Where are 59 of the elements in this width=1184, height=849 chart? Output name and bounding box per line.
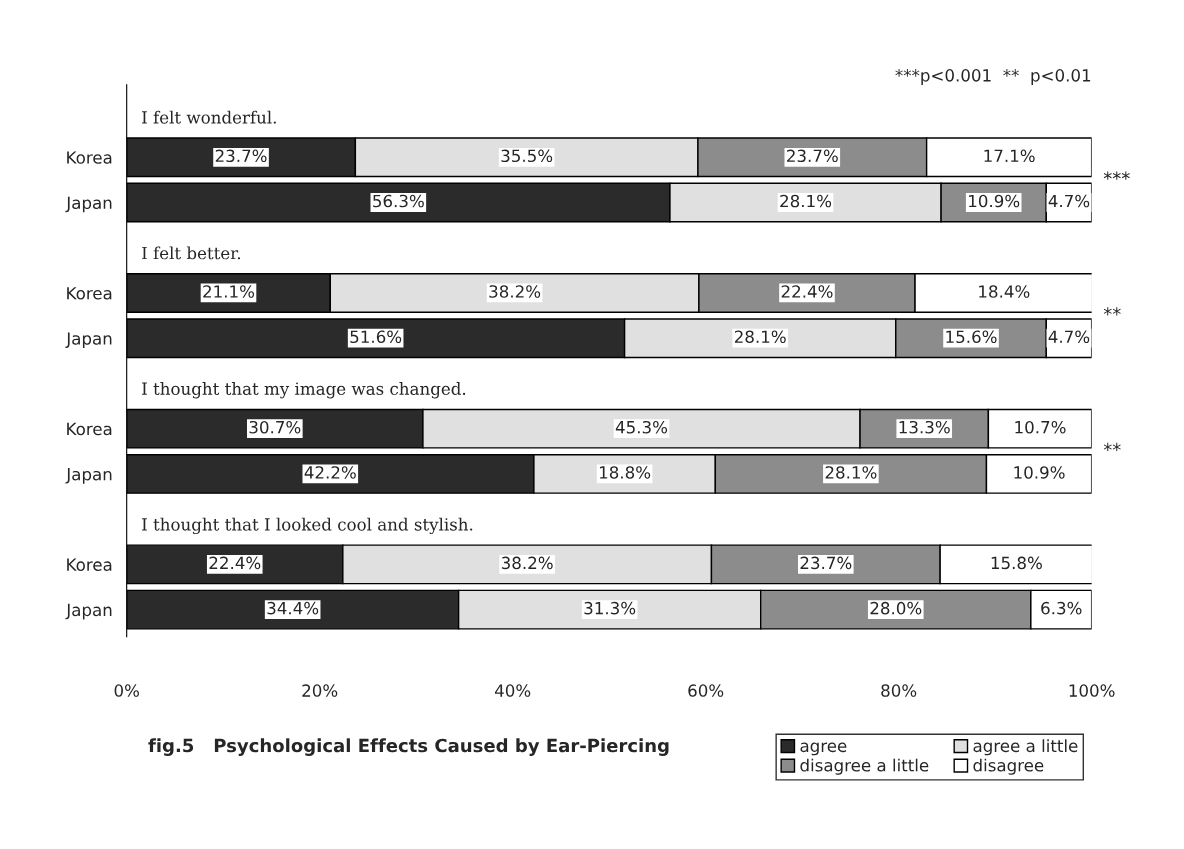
data-label: 30.7%	[249, 420, 301, 434]
x-tick-label: 60%	[688, 684, 724, 697]
data-label: 22.4%	[781, 285, 833, 298]
data-label: 51.6%	[350, 330, 402, 344]
data-label: 34.4%	[267, 601, 319, 615]
data-label: 42.2%	[304, 466, 356, 479]
x-tick-label: 40%	[494, 684, 531, 697]
y-tick-label: Japan	[65, 468, 112, 484]
data-label: 28.1%	[780, 194, 832, 208]
text: **	[1103, 307, 1121, 316]
text: fig.5 Psychological Effects Caused by Ear-Piercing	[148, 738, 669, 756]
legend-label: agree a little	[973, 739, 1078, 756]
data-label: 23.7%	[787, 149, 838, 163]
text: ***	[1103, 171, 1130, 180]
data-label: 10.9%	[969, 194, 1020, 208]
data-label: 4.7%	[1048, 330, 1090, 344]
data-label: 10.7%	[1015, 420, 1066, 434]
y-tick-label: Korea	[67, 422, 112, 436]
annotation: I thought that my image was changed.	[142, 382, 466, 399]
data-label: 15.8%	[991, 556, 1042, 570]
data-label: 38.2%	[489, 285, 541, 298]
legend-label: disagree	[973, 758, 1044, 775]
data-label: 23.7%	[800, 556, 852, 570]
x-tick-label: 100%	[1069, 684, 1115, 697]
annotation: I felt wonderful.	[142, 110, 276, 124]
data-label: 45.3%	[615, 420, 668, 434]
data-label: 22.4%	[209, 556, 261, 570]
y-tick-label: Japan	[65, 332, 112, 349]
data-label: 28.0%	[870, 601, 922, 615]
data-label: 17.1%	[984, 149, 1035, 163]
text: **	[1103, 442, 1121, 452]
x-tick-label: 80%	[881, 684, 917, 697]
y-tick-label: Korea	[67, 151, 112, 164]
data-label: 31.3%	[584, 601, 636, 615]
data-label: 28.1%	[734, 330, 786, 344]
legend-label: disagree a little	[800, 758, 929, 775]
legend-label: agree	[800, 742, 847, 756]
y-tick-label: Korea	[67, 287, 112, 300]
annotation: I thought that I looked cool and stylish.	[142, 517, 473, 535]
y-tick-label: Japan	[65, 603, 112, 620]
data-label: 38.2%	[501, 556, 553, 570]
data-label: 18.8%	[599, 466, 651, 479]
x-tick-label: 0%	[114, 684, 139, 697]
annotation: ***p<0.001 ** p<0.01	[895, 69, 1091, 85]
y-tick-label: Korea	[67, 558, 112, 571]
data-label: 35.5%	[501, 149, 553, 163]
data-label: 15.6%	[946, 330, 997, 344]
data-label: 13.3%	[899, 420, 950, 434]
y-tick-label: Japan	[65, 196, 112, 213]
data-label: 21.1%	[203, 285, 255, 298]
annotation: I felt better.	[142, 246, 241, 260]
x-tick-label: 20%	[302, 684, 338, 697]
data-label: 6.3%	[1041, 601, 1082, 615]
data-label: 28.1%	[825, 466, 877, 479]
data-label: 56.3%	[373, 194, 424, 208]
data-label: 10.9%	[1014, 466, 1065, 479]
data-label: 23.7%	[215, 149, 267, 163]
data-label: 4.7%	[1048, 194, 1090, 208]
data-label: 18.4%	[979, 285, 1030, 298]
